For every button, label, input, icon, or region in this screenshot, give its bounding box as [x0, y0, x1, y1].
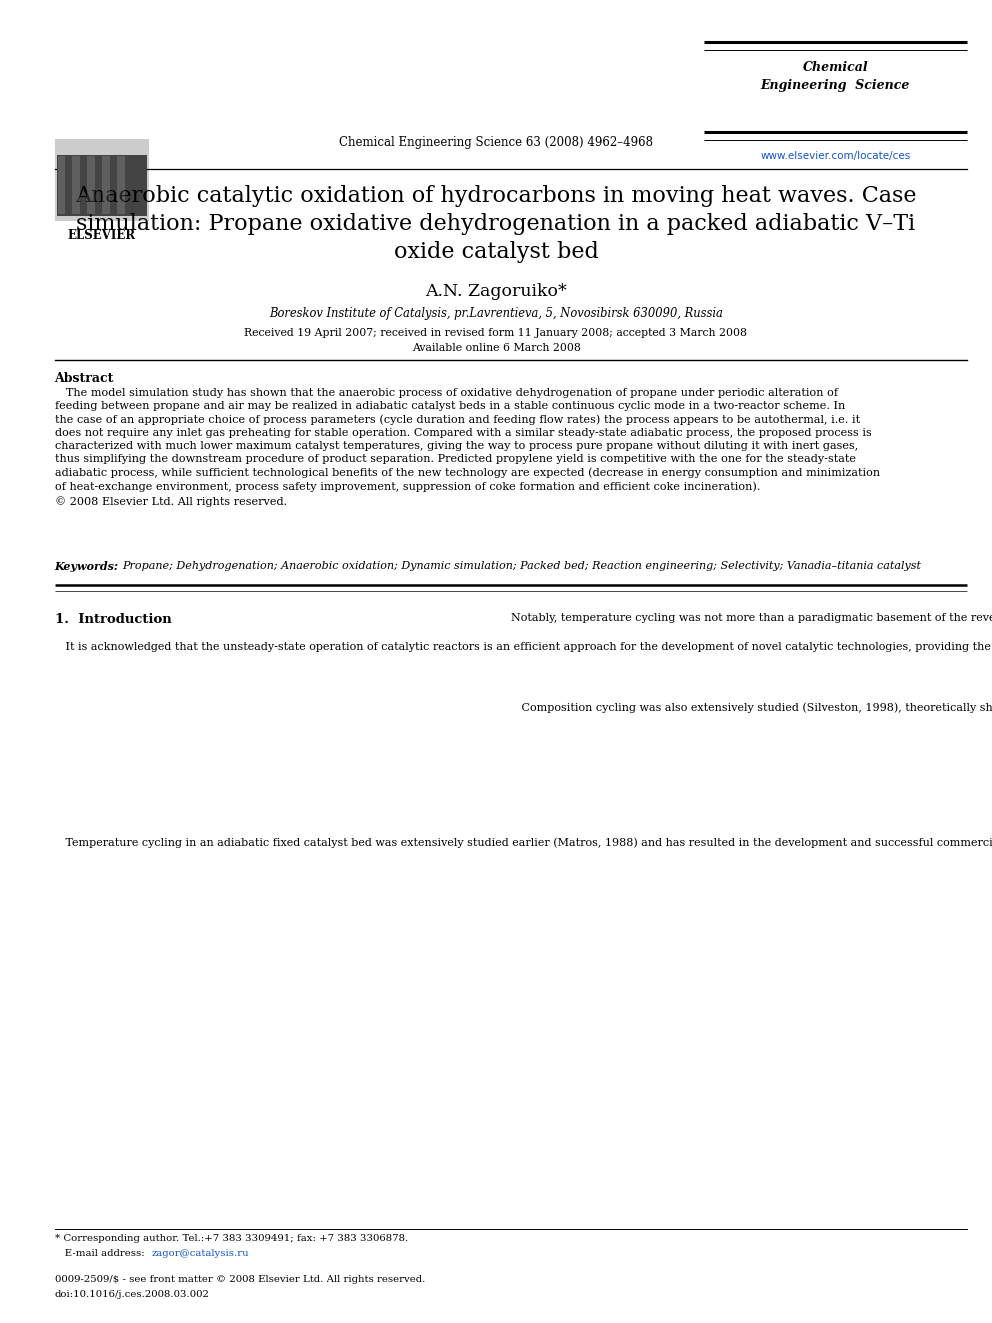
Text: A.N. Zagoruiko*: A.N. Zagoruiko*: [426, 283, 566, 300]
Text: It is acknowledged that the unsteady-state operation of catalytic reactors is an: It is acknowledged that the unsteady-sta…: [55, 642, 992, 652]
Text: Propane; Dehydrogenation; Anaerobic oxidation; Dynamic simulation; Packed bed; R: Propane; Dehydrogenation; Anaerobic oxid…: [122, 561, 921, 572]
Text: Available online 6 March 2008: Available online 6 March 2008: [412, 343, 580, 353]
Text: doi:10.1016/j.ces.2008.03.002: doi:10.1016/j.ces.2008.03.002: [55, 1290, 209, 1299]
FancyBboxPatch shape: [117, 156, 125, 214]
Text: Abstract: Abstract: [55, 372, 114, 385]
Text: 1.  Introduction: 1. Introduction: [55, 613, 172, 626]
Text: Temperature cycling in an adiabatic fixed catalyst bed was extensively studied e: Temperature cycling in an adiabatic fixe…: [55, 837, 992, 848]
Text: Received 19 April 2007; received in revised form 11 January 2008; accepted 3 Mar: Received 19 April 2007; received in revi…: [244, 328, 748, 339]
Text: The model simulation study has shown that the anaerobic process of oxidative deh: The model simulation study has shown tha…: [55, 388, 880, 507]
FancyBboxPatch shape: [72, 156, 80, 214]
Text: * Corresponding author. Tel.:+7 383 3309491; fax: +7 383 3306878.: * Corresponding author. Tel.:+7 383 3309…: [55, 1234, 408, 1244]
FancyBboxPatch shape: [102, 156, 110, 214]
Text: E-mail address:: E-mail address:: [55, 1249, 148, 1258]
Text: Chemical
Engineering  Science: Chemical Engineering Science: [761, 61, 910, 91]
Text: 0009-2509/$ - see front matter © 2008 Elsevier Ltd. All rights reserved.: 0009-2509/$ - see front matter © 2008 El…: [55, 1275, 425, 1285]
Text: www.elsevier.com/locate/ces: www.elsevier.com/locate/ces: [760, 151, 911, 161]
FancyBboxPatch shape: [57, 155, 147, 216]
Text: Composition cycling was also extensively studied (Silveston, 1998), theoreticall: Composition cycling was also extensively…: [511, 703, 992, 713]
FancyBboxPatch shape: [58, 156, 65, 214]
Text: Notably, temperature cycling was not more than a paradigmatic basement of the re: Notably, temperature cycling was not mor…: [511, 613, 992, 623]
FancyBboxPatch shape: [87, 156, 95, 214]
Text: ELSEVIER: ELSEVIER: [67, 229, 136, 242]
Text: Keywords:: Keywords:: [55, 561, 119, 572]
Text: Chemical Engineering Science 63 (2008) 4962–4968: Chemical Engineering Science 63 (2008) 4…: [339, 136, 653, 149]
FancyBboxPatch shape: [55, 139, 149, 221]
Text: zagor@catalysis.ru: zagor@catalysis.ru: [152, 1249, 249, 1258]
Text: Anaerobic catalytic oxidation of hydrocarbons in moving heat waves. Case
simulat: Anaerobic catalytic oxidation of hydroca…: [75, 185, 917, 263]
Text: Boreskov Institute of Catalysis, pr.Lavrentieva, 5, Novosibirsk 630090, Russia: Boreskov Institute of Catalysis, pr.Lavr…: [269, 307, 723, 320]
